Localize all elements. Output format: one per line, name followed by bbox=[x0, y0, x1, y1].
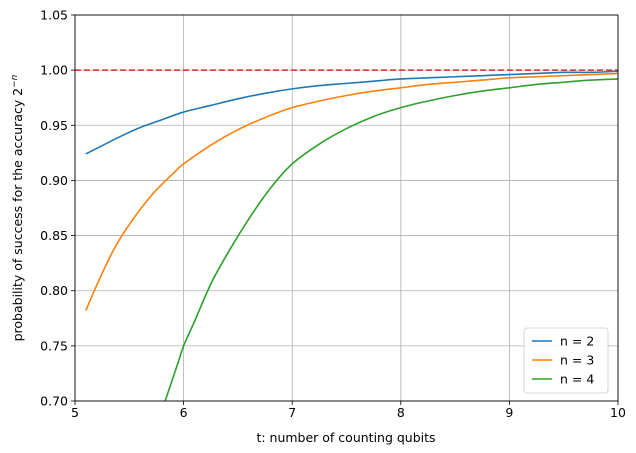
plot-frame bbox=[74, 14, 619, 402]
y-axis-label: probability of success for the accuracy … bbox=[10, 74, 25, 341]
x-tick-label: 7 bbox=[288, 405, 296, 420]
legend-label-2: n = 3 bbox=[560, 353, 594, 368]
legend-label-1: n = 2 bbox=[560, 334, 594, 349]
series-line-1 bbox=[85, 70, 618, 155]
legend-label-3: n = 4 bbox=[560, 372, 594, 387]
x-tick-label: 6 bbox=[180, 405, 188, 420]
y-tick-label: 0.70 bbox=[40, 394, 68, 409]
x-tick-label: 9 bbox=[505, 405, 513, 420]
y-tick-label: 1.05 bbox=[40, 8, 68, 23]
legend: n = 2 n = 3 n = 4 bbox=[523, 327, 609, 394]
y-axis-label-superscript: −n bbox=[10, 74, 20, 88]
series-line-2 bbox=[85, 72, 618, 311]
x-tick-label: 8 bbox=[397, 405, 405, 420]
series-layer bbox=[85, 70, 618, 401]
y-tick-label: 0.95 bbox=[40, 118, 68, 133]
x-tick-label: 5 bbox=[71, 405, 79, 420]
y-tick-label: 0.80 bbox=[40, 283, 68, 298]
y-tick-label: 1.00 bbox=[40, 63, 68, 78]
legend-box bbox=[523, 327, 609, 394]
series-line-3 bbox=[164, 78, 618, 401]
y-tick-label: 0.85 bbox=[40, 228, 68, 243]
ticks: 5 6 7 8 9 10 0.70 0.75 0.80 0.85 0.90 0.95 1.00 1.05 bbox=[40, 8, 626, 421]
x-axis-label: t: number of counting qubits bbox=[256, 430, 435, 445]
y-axis-label-main: probability of success for the accuracy … bbox=[10, 88, 25, 342]
x-tick-label: 10 bbox=[610, 405, 626, 420]
y-tick-label: 0.75 bbox=[40, 338, 68, 353]
y-tick-label: 0.90 bbox=[40, 173, 68, 188]
